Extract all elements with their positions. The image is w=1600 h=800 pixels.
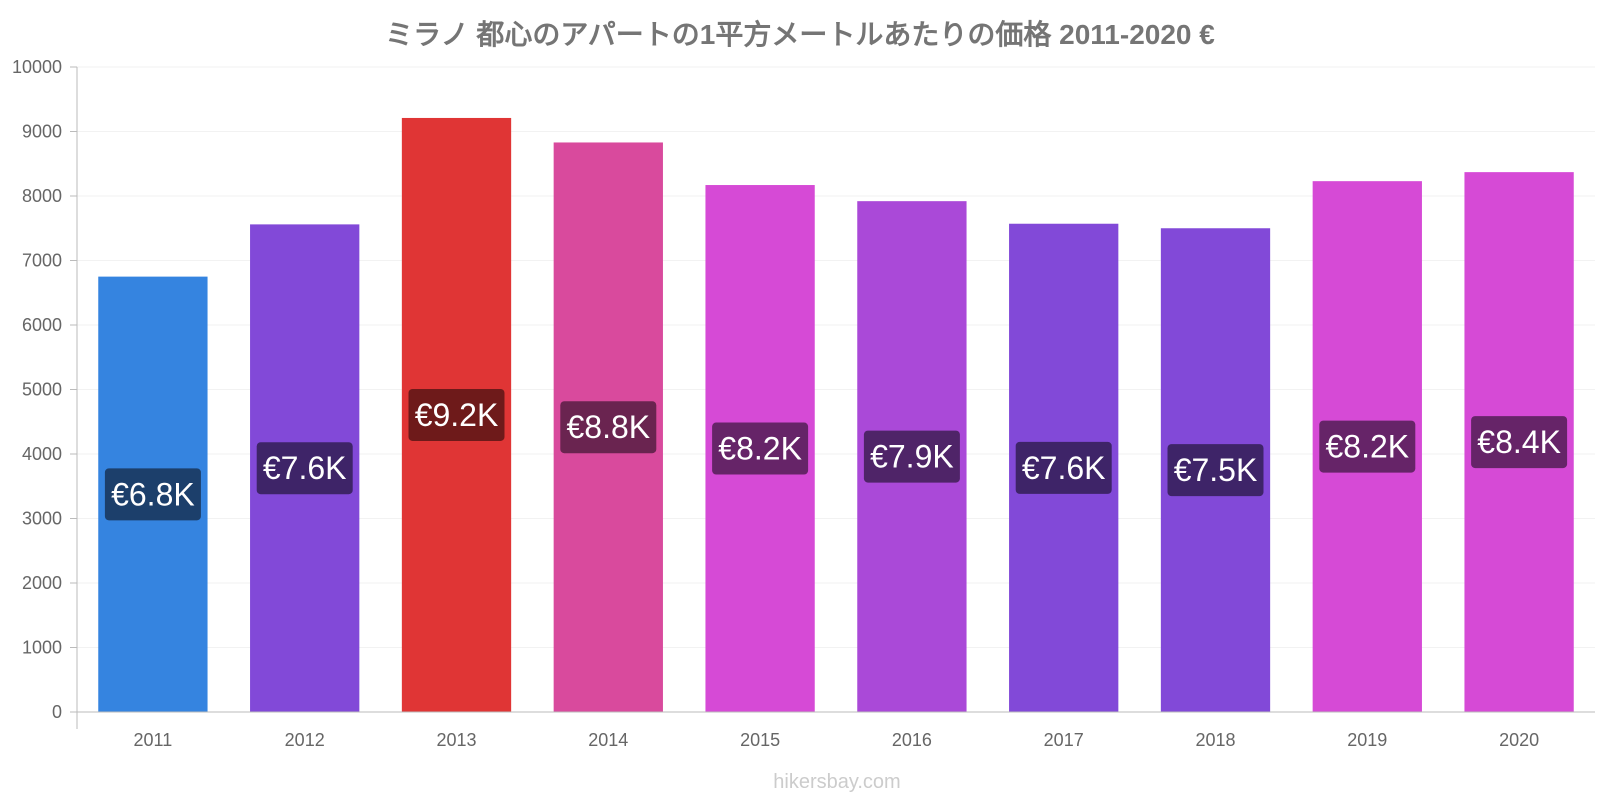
y-tick-label: 6000 bbox=[22, 315, 62, 335]
data-label-box bbox=[712, 422, 809, 475]
y-axis: 0 1000 2000 3000 4000 5000 6000 7000 8000 9000 100… bbox=[12, 57, 78, 729]
data-label: €8.2K bbox=[1325, 429, 1409, 465]
data-label-box bbox=[256, 442, 353, 495]
data-labels: €6.8K €7.6K €9.2K €8.8K €8.2K €7.9K €7.6K €7.5K… bbox=[104, 388, 1568, 521]
x-tick-label: 2020 bbox=[1499, 730, 1539, 750]
data-label: €7.9K bbox=[870, 439, 954, 475]
data-label-box bbox=[408, 388, 505, 441]
x-tick-label: 2013 bbox=[436, 730, 476, 750]
data-label-box bbox=[1471, 416, 1568, 469]
y-tick-label: 7000 bbox=[22, 251, 62, 271]
y-tick-label: 10000 bbox=[12, 57, 62, 77]
y-tick-label: 3000 bbox=[22, 509, 62, 529]
data-label-box bbox=[104, 468, 201, 521]
x-tick-label: 2016 bbox=[892, 730, 932, 750]
chart-title: ミラノ 都心のアパートの1平方メートルあたりの価格 2011-2020 € bbox=[385, 18, 1215, 50]
x-tick-label: 2011 bbox=[134, 730, 173, 750]
x-tick-label: 2018 bbox=[1195, 730, 1235, 750]
source-credit: hikersbay.com bbox=[773, 771, 900, 793]
y-tick-label: 5000 bbox=[22, 380, 62, 400]
y-tick-label: 0 bbox=[52, 702, 62, 722]
data-label: €7.6K bbox=[1022, 450, 1106, 486]
data-label: €9.2K bbox=[415, 397, 499, 433]
y-tick-label: 4000 bbox=[22, 444, 62, 464]
y-tick-label: 1000 bbox=[22, 638, 62, 658]
x-tick-label: 2017 bbox=[1044, 730, 1084, 750]
bars bbox=[98, 117, 1574, 713]
data-label: €8.2K bbox=[718, 431, 802, 467]
y-tick-label: 9000 bbox=[22, 122, 62, 142]
y-tick-label: 2000 bbox=[22, 573, 62, 593]
y-tick-label: 8000 bbox=[22, 186, 62, 206]
x-axis: 2011 2012 2013 2014 2015 2016 2017 2018 2019 2020 bbox=[77, 711, 1595, 750]
data-label: €8.8K bbox=[566, 409, 650, 445]
x-tick-label: 2012 bbox=[285, 730, 325, 750]
x-tick-label: 2015 bbox=[740, 730, 780, 750]
data-label-box bbox=[1015, 441, 1112, 494]
data-label: €7.6K bbox=[263, 450, 347, 486]
data-label: €6.8K bbox=[111, 476, 195, 512]
x-tick-label: 2019 bbox=[1347, 730, 1387, 750]
data-label-box bbox=[1319, 420, 1416, 473]
data-label: €8.4K bbox=[1477, 424, 1561, 460]
data-label-box bbox=[863, 430, 960, 483]
data-label-box bbox=[1167, 444, 1264, 497]
x-tick-label: 2014 bbox=[588, 730, 628, 750]
data-label: €7.5K bbox=[1174, 452, 1258, 488]
data-label-box bbox=[560, 401, 657, 454]
